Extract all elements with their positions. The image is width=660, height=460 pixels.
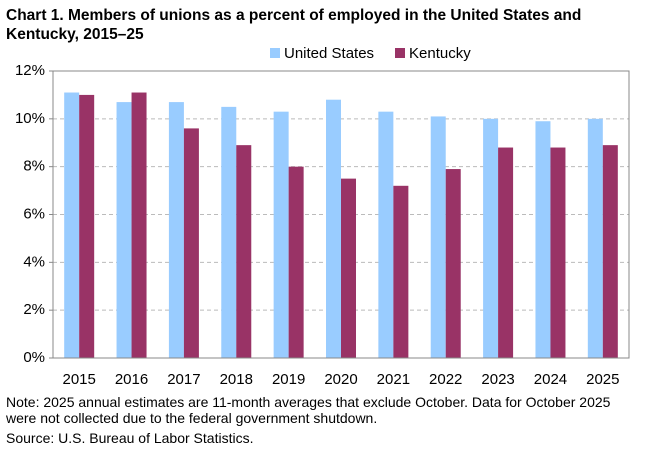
y-tick-label: 4% [23, 253, 45, 270]
bar [483, 118, 499, 358]
bar [498, 147, 514, 358]
y-tick-label: 0% [23, 349, 45, 366]
x-tick-label: 2022 [429, 371, 462, 388]
bar [79, 94, 95, 359]
bar [288, 166, 304, 358]
bar [183, 128, 199, 358]
legend-label: Kentucky [409, 45, 471, 62]
bar [393, 185, 409, 358]
x-tick-label: 2015 [62, 371, 95, 388]
x-tick-label: 2017 [167, 371, 200, 388]
x-tick-label: 2016 [115, 371, 148, 388]
bar [236, 145, 252, 358]
x-tick-label: 2024 [534, 371, 567, 388]
x-tick-label: 2019 [272, 371, 305, 388]
legend-swatch [270, 48, 280, 58]
plot-border [52, 70, 630, 359]
bar [550, 147, 566, 358]
y-tick-label: 10% [15, 110, 45, 127]
bar [602, 145, 618, 358]
bar [341, 178, 356, 358]
bar [116, 102, 132, 358]
bar [445, 169, 461, 358]
bar [535, 121, 551, 358]
x-tick-label: 2025 [586, 371, 619, 388]
x-tick-label: 2020 [324, 371, 357, 388]
x-tick-label: 2023 [481, 371, 514, 388]
y-tick-label: 2% [23, 301, 45, 318]
bar [64, 92, 80, 359]
x-tick-label: 2021 [377, 371, 410, 388]
bar [221, 106, 237, 358]
y-tick-label: 8% [23, 158, 45, 175]
bar [430, 116, 446, 358]
y-tick-label: 12% [15, 62, 45, 79]
legend-swatch [395, 48, 405, 58]
bar [168, 102, 184, 358]
y-tick-label: 6% [23, 205, 45, 222]
bar [587, 118, 603, 358]
chart-note: Note: 2025 annual estimates are 11-month… [6, 394, 611, 426]
bar [131, 92, 147, 359]
bar [273, 111, 289, 359]
bar [378, 111, 394, 359]
legend-label: United States [284, 45, 374, 62]
x-tick-label: 2018 [220, 371, 253, 388]
bar [326, 99, 341, 358]
chart-source: Source: U.S. Bureau of Labor Statistics. [6, 430, 254, 446]
chart-title: Chart 1. Members of unions as a percent … [6, 7, 582, 43]
